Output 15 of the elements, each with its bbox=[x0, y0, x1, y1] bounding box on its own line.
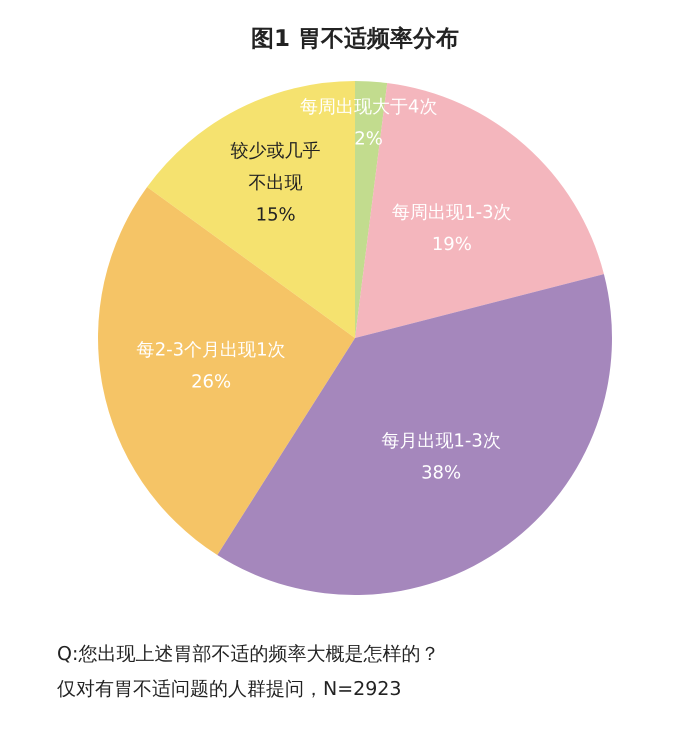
slice-label: 较少或几乎不出现 bbox=[230, 140, 321, 193]
data-label: 2% bbox=[354, 128, 383, 150]
text: Q:您出现上述胃部不适的频率大概是怎样的？ bbox=[57, 643, 440, 665]
slice-label: 每2-3个月出现1次 bbox=[136, 338, 286, 360]
text: 仅对有胃不适问题的人群提问，N=2923 bbox=[57, 678, 402, 700]
data-label: 15% bbox=[256, 204, 296, 225]
pie-slice bbox=[147, 81, 355, 338]
data-label: 38% bbox=[421, 462, 462, 484]
slice-label: 每周出现大于4次 bbox=[300, 96, 438, 118]
slice-label: 每月出现1-3次 bbox=[381, 430, 501, 452]
pie-slice bbox=[355, 83, 604, 338]
data-label: 19% bbox=[432, 234, 472, 255]
chart-title: 图1 胃不适频率分布 bbox=[250, 25, 460, 52]
slice-label: 每周出现1-3次 bbox=[392, 202, 512, 223]
data-label: 26% bbox=[191, 370, 232, 392]
